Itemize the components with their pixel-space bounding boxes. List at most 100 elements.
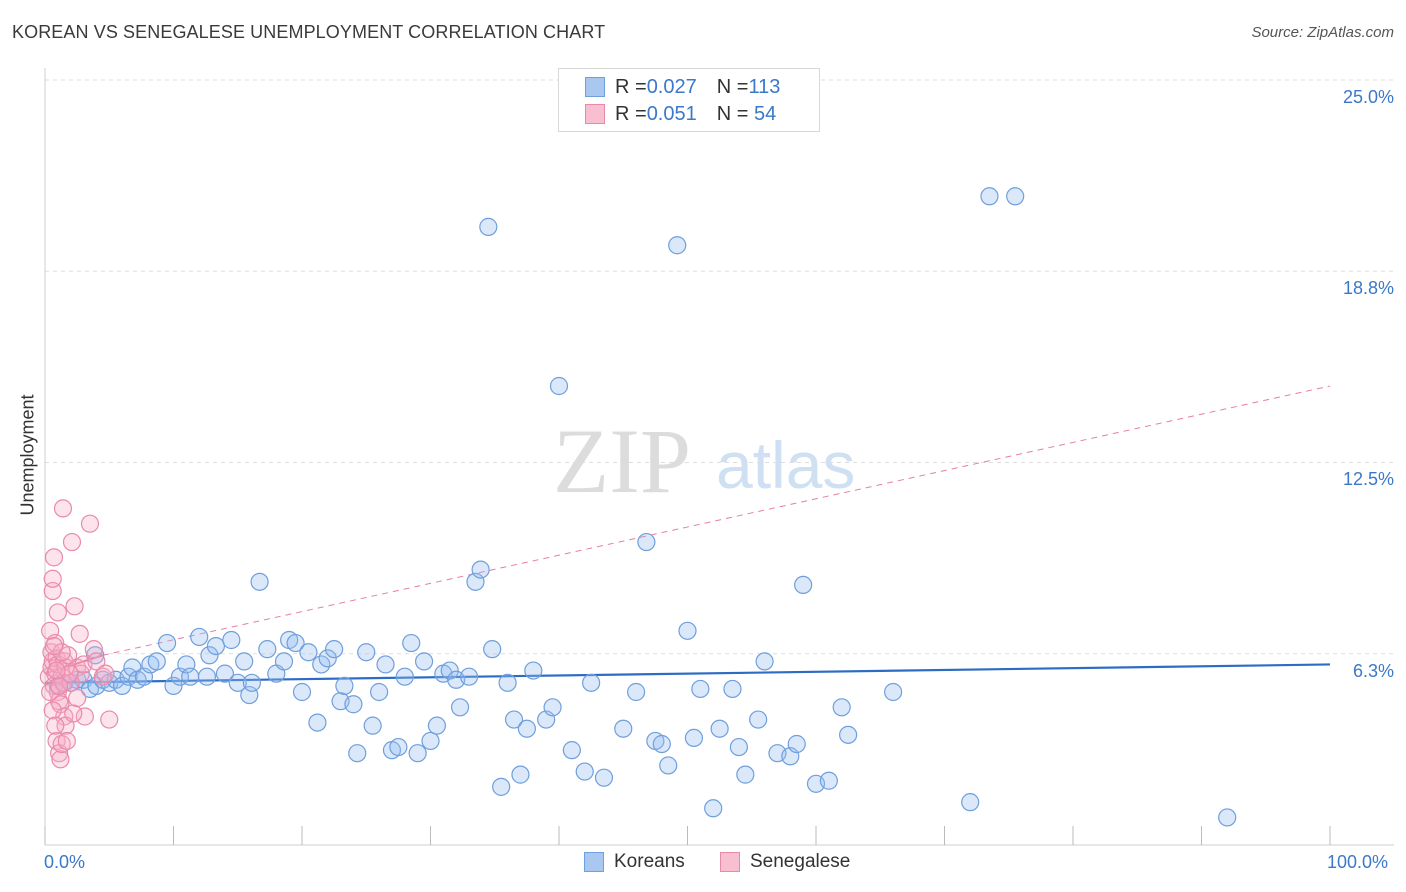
point-korean bbox=[479, 217, 498, 236]
point-korean bbox=[459, 667, 479, 686]
point-korean bbox=[549, 376, 569, 396]
point-senegalese bbox=[96, 664, 115, 683]
legend-swatch-senegalese bbox=[720, 852, 740, 872]
watermark: ZIP atlas bbox=[553, 410, 855, 512]
y-tick-label: 25.0% bbox=[1342, 87, 1394, 107]
point-senegalese bbox=[43, 701, 62, 720]
point-senegalese bbox=[68, 689, 87, 708]
point-korean bbox=[729, 737, 749, 757]
point-korean bbox=[961, 793, 980, 812]
point-senegalese bbox=[46, 633, 65, 653]
point-korean bbox=[450, 698, 470, 717]
point-senegalese bbox=[53, 499, 73, 518]
chart-title: KOREAN VS SENEGALESE UNEMPLOYMENT CORREL… bbox=[12, 22, 606, 42]
point-korean bbox=[492, 777, 511, 796]
point-korean bbox=[839, 725, 858, 744]
point-korean bbox=[483, 640, 502, 659]
point-senegalese bbox=[64, 704, 83, 723]
correlation-legend: R = 0.027 N = 113 R = 0.051 N = 54 bbox=[558, 68, 820, 132]
source-credit: Source: ZipAtlas.com bbox=[1251, 24, 1394, 41]
point-korean bbox=[1218, 808, 1237, 827]
trend-line-koreans bbox=[44, 663, 1331, 684]
point-korean bbox=[200, 646, 219, 665]
point-korean bbox=[318, 649, 337, 668]
point-korean bbox=[427, 716, 447, 735]
point-senegalese bbox=[51, 750, 70, 769]
point-korean bbox=[652, 734, 671, 754]
point-korean bbox=[832, 698, 851, 717]
r-value: 0.051 bbox=[646, 102, 697, 125]
point-korean bbox=[511, 765, 530, 784]
watermark-atlas: atlas bbox=[716, 428, 855, 502]
point-korean bbox=[755, 652, 774, 671]
legend-label: Senegalese bbox=[750, 851, 851, 872]
legend-label: Koreans bbox=[614, 851, 685, 872]
y-axis-label: Unemployment bbox=[17, 394, 38, 516]
point-korean bbox=[157, 633, 177, 653]
n-value: 113 bbox=[748, 75, 781, 98]
point-senegalese bbox=[44, 548, 64, 567]
point-korean bbox=[787, 734, 806, 754]
y-tick-label: 6.3% bbox=[1352, 661, 1394, 681]
point-senegalese bbox=[47, 661, 66, 680]
legend-swatch-koreans bbox=[585, 77, 605, 97]
point-korean bbox=[299, 643, 318, 662]
legend-item-koreans: Koreans bbox=[584, 851, 685, 873]
point-korean bbox=[421, 731, 440, 751]
y-tick-label: 12.5% bbox=[1342, 469, 1394, 489]
point-korean bbox=[594, 768, 614, 787]
point-korean bbox=[794, 575, 813, 595]
n-value: 54 bbox=[748, 102, 777, 125]
legend-row-senegalese: R = 0.051 N = 54 bbox=[585, 102, 776, 126]
point-korean bbox=[395, 667, 414, 686]
point-senegalese bbox=[44, 636, 64, 656]
n-label: N = bbox=[716, 102, 749, 125]
r-label: R = bbox=[615, 102, 647, 125]
legend-swatch-koreans bbox=[584, 852, 604, 872]
point-senegalese bbox=[87, 652, 106, 671]
point-korean bbox=[408, 744, 427, 763]
point-korean bbox=[504, 710, 524, 729]
point-korean bbox=[626, 682, 646, 702]
point-korean bbox=[819, 771, 838, 790]
point-korean bbox=[562, 741, 581, 760]
point-korean bbox=[883, 682, 903, 702]
point-senegalese bbox=[65, 597, 84, 616]
point-senegalese bbox=[57, 731, 76, 751]
legend-row-koreans: R = 0.027 N = 113 bbox=[585, 75, 780, 99]
x-tick-label: 0.0% bbox=[44, 852, 86, 872]
point-korean bbox=[389, 737, 408, 757]
point-senegalese bbox=[62, 532, 82, 552]
point-korean bbox=[325, 640, 344, 659]
gridlines bbox=[45, 79, 1394, 655]
point-korean bbox=[402, 633, 421, 653]
point-senegalese bbox=[70, 624, 89, 643]
legend-item-senegalese: Senegalese bbox=[720, 851, 850, 873]
point-korean bbox=[614, 719, 633, 738]
x-tick-label: 100.0% bbox=[1327, 852, 1389, 872]
point-korean bbox=[344, 695, 363, 714]
r-value: 0.027 bbox=[646, 75, 697, 98]
point-korean bbox=[543, 698, 562, 717]
point-korean bbox=[228, 673, 247, 692]
point-senegalese bbox=[50, 676, 69, 695]
point-korean bbox=[723, 679, 742, 699]
point-korean bbox=[348, 744, 367, 763]
point-senegalese bbox=[61, 673, 80, 692]
point-korean bbox=[197, 667, 217, 686]
r-label: R = bbox=[615, 75, 647, 98]
point-korean bbox=[222, 630, 241, 650]
point-korean bbox=[370, 682, 389, 702]
point-korean bbox=[274, 652, 294, 671]
point-korean bbox=[517, 719, 536, 738]
point-korean bbox=[250, 572, 269, 591]
point-korean bbox=[363, 716, 382, 735]
point-korean bbox=[376, 655, 395, 674]
point-senegalese bbox=[100, 710, 119, 729]
point-korean bbox=[308, 713, 327, 732]
point-senegalese bbox=[46, 716, 65, 735]
point-korean bbox=[582, 673, 601, 692]
point-korean bbox=[749, 710, 768, 729]
point-korean bbox=[242, 673, 261, 692]
